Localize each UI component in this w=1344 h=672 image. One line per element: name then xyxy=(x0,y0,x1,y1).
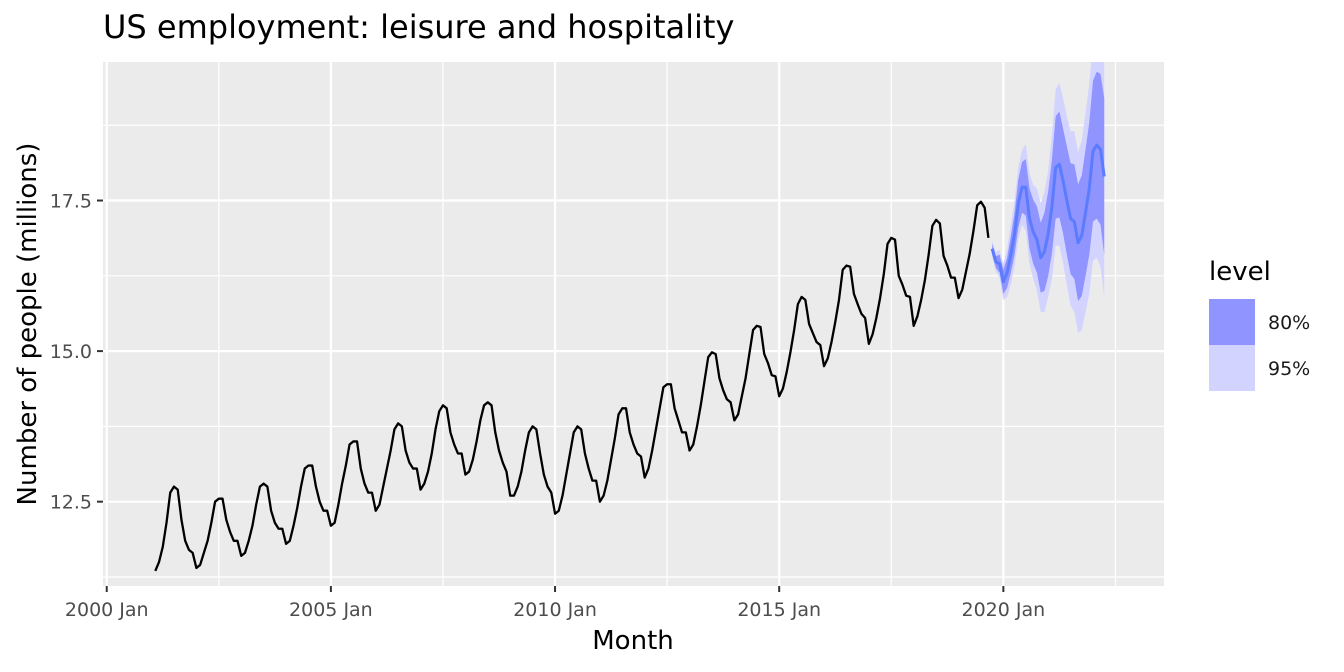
legend-title: level xyxy=(1209,257,1271,287)
forecast-bands xyxy=(992,62,1105,334)
plot-panel xyxy=(103,62,1164,586)
y-tick-label: 15.0 xyxy=(50,341,92,363)
y-axis-title: Number of people (millions) xyxy=(13,143,43,506)
forecast-mean-line xyxy=(990,143,1106,284)
x-tick-label: 2010 Jan xyxy=(513,599,597,621)
y-tick-label: 17.5 xyxy=(50,191,92,213)
y-tick-label: 12.5 xyxy=(50,492,92,514)
grid-major xyxy=(103,62,1164,586)
series-lines xyxy=(154,143,1106,572)
chart-title: US employment: leisure and hospitality xyxy=(103,8,734,46)
history-line xyxy=(154,200,990,572)
legend-label-95: 95% xyxy=(1268,358,1310,380)
band-80 xyxy=(992,71,1105,302)
legend-swatch-95 xyxy=(1209,345,1255,391)
x-tick-label: 2020 Jan xyxy=(962,599,1046,621)
y-axis-ticks: 12.5 15.0 17.5 xyxy=(50,191,103,514)
x-tick-label: 2005 Jan xyxy=(289,599,373,621)
legend: level 80% 95% xyxy=(1209,257,1310,391)
legend-swatch-80 xyxy=(1209,299,1255,345)
x-axis-ticks: 2000 Jan 2005 Jan 2010 Jan 2015 Jan 2020 Jan xyxy=(65,586,1045,621)
x-axis-title: Month xyxy=(592,626,674,656)
x-tick-label: 2015 Jan xyxy=(737,599,821,621)
grid-minor xyxy=(103,62,1164,586)
x-tick-label: 2000 Jan xyxy=(65,599,149,621)
legend-label-80: 80% xyxy=(1268,312,1310,334)
